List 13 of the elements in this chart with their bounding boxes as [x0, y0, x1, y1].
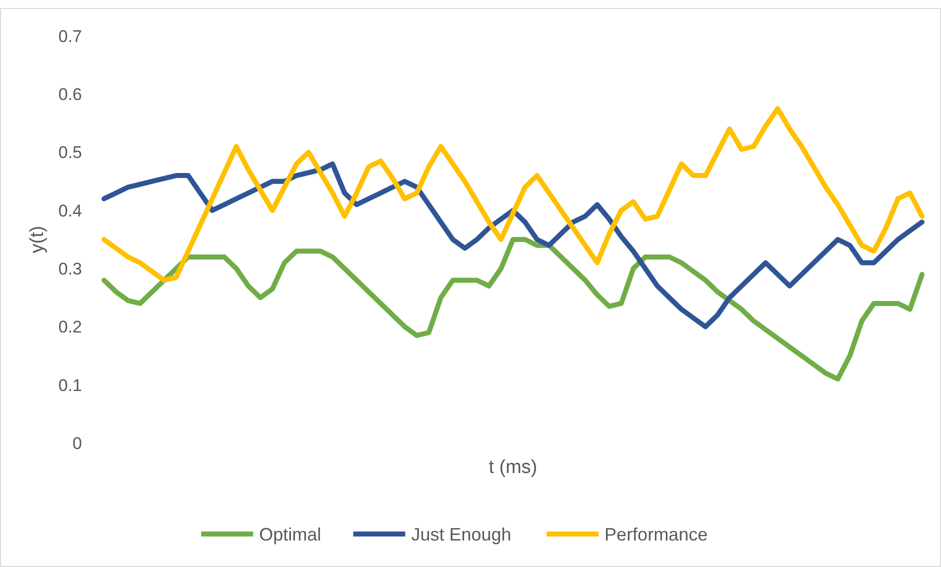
x-axis-title: t (ms)	[488, 457, 538, 478]
y-tick-label: 0.2	[58, 318, 82, 337]
y-tick-label: 0.5	[58, 143, 82, 162]
y-tick-label: 0.7	[58, 26, 82, 46]
legend-label: Just Enough	[411, 524, 512, 544]
y-tick-label: 0.6	[58, 85, 82, 104]
y-axis-title: y(t)	[27, 226, 48, 254]
legend-label: Optimal	[259, 524, 322, 544]
y-tick-label: 0	[72, 434, 82, 453]
legend-label: Performance	[604, 524, 708, 544]
y-tick-label: 0.4	[58, 201, 82, 220]
y-tick-label: 0.3	[58, 260, 82, 279]
y-tick-label: 0.1	[58, 376, 82, 395]
